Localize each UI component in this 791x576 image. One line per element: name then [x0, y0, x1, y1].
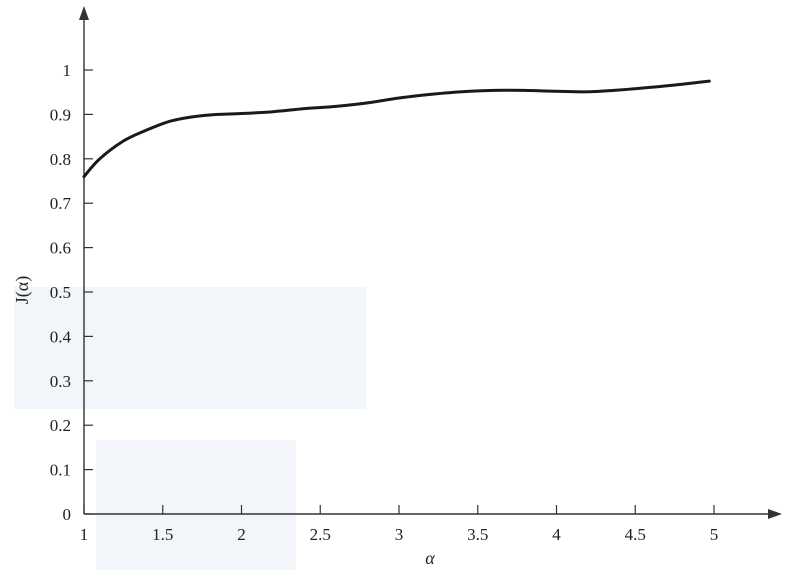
x-tick-label: 4.5 — [625, 525, 646, 544]
axes — [79, 6, 782, 519]
y-axis-title: J(α) — [12, 276, 33, 304]
y-tick-label: 0.4 — [50, 327, 72, 346]
y-tick-label: 0.6 — [50, 239, 71, 258]
scan-tint-upper — [14, 287, 366, 409]
x-tick-label: 3 — [395, 525, 404, 544]
x-tick-label: 4 — [552, 525, 561, 544]
x-ticks: 1 1.5 2 2.5 3 3.5 4 4.5 5 — [80, 505, 719, 544]
x-tick-label: 3.5 — [467, 525, 488, 544]
series-group — [82, 79, 711, 179]
series-line — [82, 79, 711, 179]
y-tick-label: 1 — [63, 61, 72, 80]
x-tick-label: 1.5 — [152, 525, 173, 544]
x-axis-title: α — [425, 548, 435, 568]
y-tick-label: 0.1 — [50, 461, 71, 480]
x-tick-label: 2 — [237, 525, 246, 544]
scan-tint-lower — [96, 440, 296, 570]
y-ticks: 0 0.1 0.2 0.3 0.4 0.5 0.6 0.7 0.8 0.9 1 — [50, 61, 93, 524]
y-axis-arrow — [79, 6, 89, 20]
y-tick-label: 0.9 — [50, 105, 71, 124]
x-axis-arrow — [768, 509, 782, 519]
y-tick-label: 0.5 — [50, 283, 71, 302]
y-tick-label: 0 — [63, 505, 72, 524]
y-tick-label: 0.8 — [50, 150, 71, 169]
y-tick-label: 0.7 — [50, 194, 72, 213]
x-tick-label: 5 — [710, 525, 719, 544]
y-tick-label: 0.3 — [50, 372, 71, 391]
y-tick-label: 0.2 — [50, 416, 71, 435]
x-tick-label: 1 — [80, 525, 89, 544]
x-tick-label: 2.5 — [310, 525, 331, 544]
